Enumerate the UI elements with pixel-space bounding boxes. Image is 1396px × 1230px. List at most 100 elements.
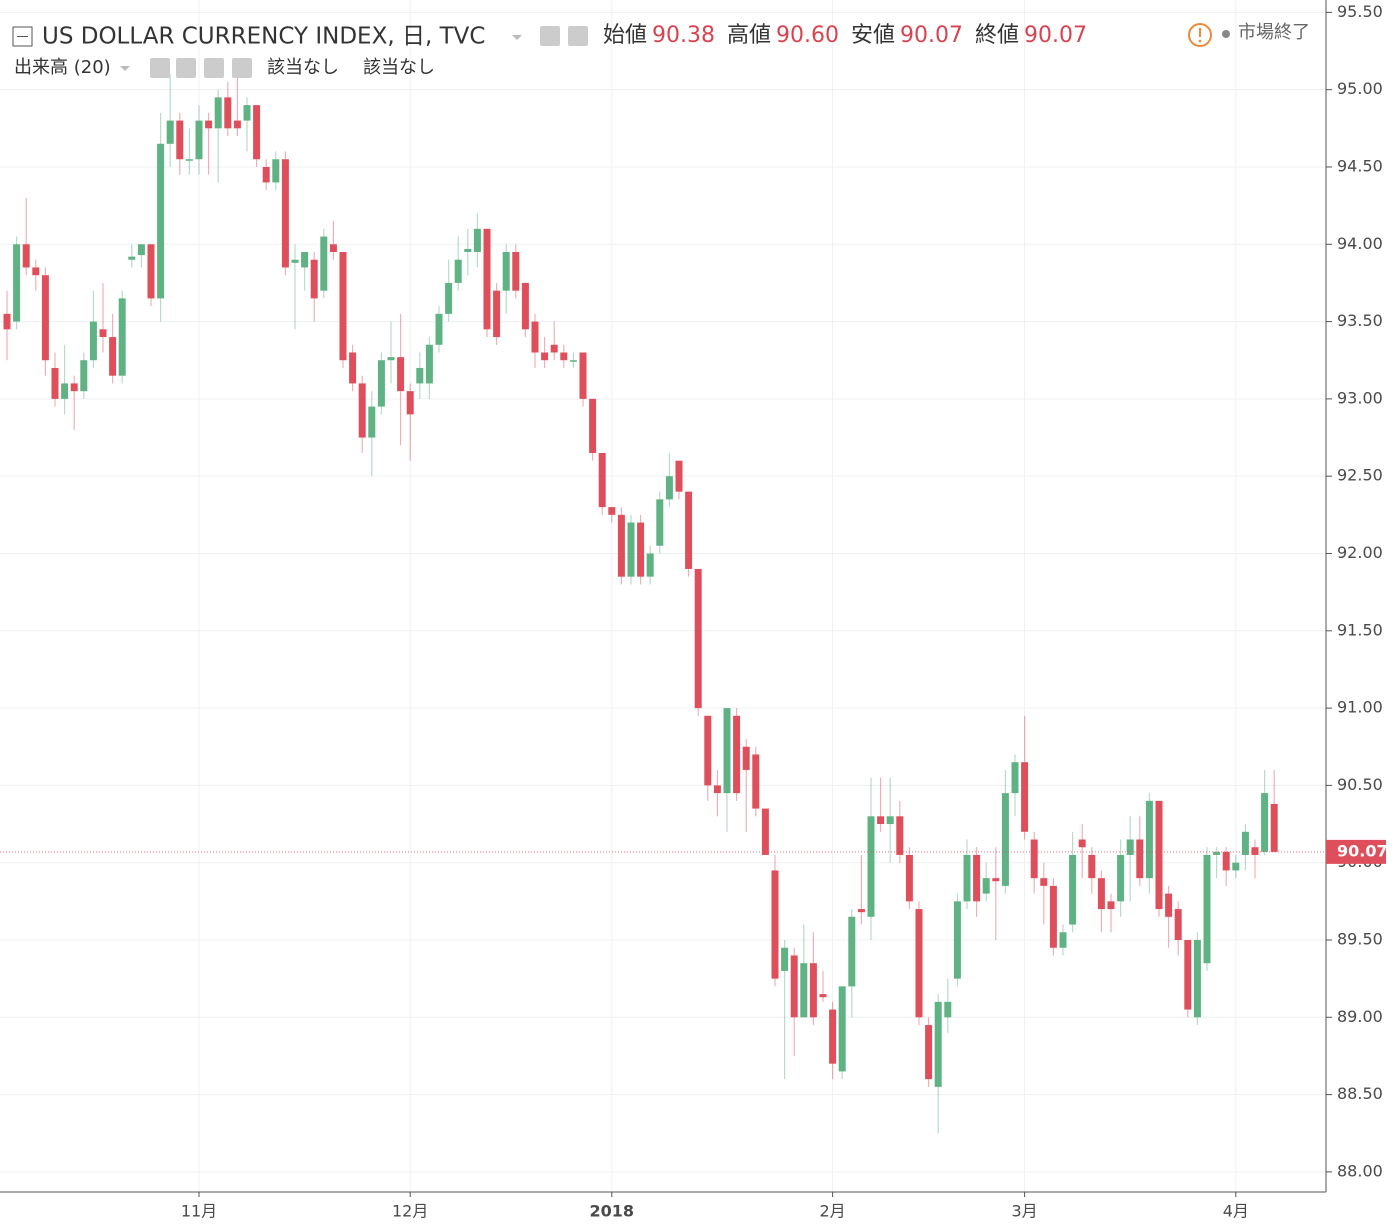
candle-body	[704, 715, 712, 786]
candle-body	[435, 313, 443, 345]
y-tick-label: 92.00	[1337, 543, 1383, 562]
candle-body	[1232, 862, 1240, 871]
close-icon[interactable]	[232, 58, 252, 78]
candle-body	[541, 352, 549, 361]
candle-body	[41, 275, 49, 361]
candle-body	[387, 357, 395, 361]
candle-body	[579, 352, 587, 399]
candle-body	[656, 499, 664, 546]
candle-body	[272, 159, 280, 183]
status-dot	[1222, 30, 1230, 38]
candle-body	[243, 105, 251, 121]
open-value: 90.38	[652, 23, 715, 48]
candle-body	[953, 901, 961, 979]
low-label: 安値	[851, 23, 895, 48]
candle-body	[1011, 762, 1019, 794]
candle-body	[598, 452, 606, 508]
candle-body	[963, 854, 971, 902]
candle-body	[493, 290, 501, 338]
candle-body	[877, 816, 885, 825]
open-label: 始値	[603, 23, 647, 48]
candle-body	[397, 357, 405, 392]
candle-body	[128, 256, 136, 260]
collapse-icon[interactable]	[12, 26, 33, 47]
candle-body	[118, 298, 126, 376]
y-tick-label: 91.50	[1337, 620, 1383, 639]
candle-body	[1174, 909, 1182, 940]
y-tick-label: 88.50	[1337, 1084, 1383, 1103]
y-tick-label: 95.50	[1337, 2, 1383, 21]
candle-body	[320, 236, 328, 291]
candle-body	[1136, 839, 1144, 879]
y-tick-label: 95.00	[1337, 79, 1383, 98]
candle-body	[473, 228, 481, 253]
candle-body	[829, 1009, 837, 1064]
candle-body	[454, 259, 462, 283]
chart-title: US DOLLAR CURRENCY INDEX, 日, TVC	[42, 24, 485, 50]
candle-body	[1184, 939, 1192, 1010]
candle-body	[838, 986, 846, 1072]
y-tick-label: 91.00	[1337, 698, 1383, 717]
y-tick-label: 93.50	[1337, 311, 1383, 330]
candles	[3, 74, 1278, 1134]
dropdown-arrow[interactable]	[512, 35, 522, 40]
eye-icon[interactable]	[150, 58, 170, 78]
candle-body	[1001, 793, 1009, 886]
add-icon[interactable]	[204, 58, 224, 78]
candle-body	[982, 878, 990, 894]
candle-body	[512, 252, 520, 291]
candle-body	[665, 476, 673, 500]
candle-body	[99, 329, 107, 338]
candle-body	[502, 252, 510, 291]
candle-body	[22, 244, 30, 268]
candle-body	[13, 244, 21, 322]
candle-body	[1097, 878, 1105, 910]
x-tick-label: 2018	[590, 1202, 635, 1221]
candle-body	[1088, 854, 1096, 879]
alert-icon[interactable]	[1188, 23, 1212, 47]
candle-body	[137, 244, 145, 256]
candle-body	[617, 514, 625, 577]
y-tick-label: 90.50	[1337, 775, 1383, 794]
candle-body	[819, 994, 827, 998]
candle-body	[1040, 878, 1048, 886]
candle-body	[1261, 793, 1269, 852]
candle-body	[521, 282, 529, 330]
eye-icon[interactable]	[540, 26, 560, 46]
alert-icon-bar	[1199, 28, 1201, 37]
settings-icon[interactable]	[176, 58, 196, 78]
x-tick-label: 3月	[1012, 1202, 1038, 1221]
candle-body	[733, 715, 741, 794]
settings-icon[interactable]	[568, 26, 588, 46]
candle-body	[771, 870, 779, 979]
candle-body	[291, 259, 299, 263]
candle-body	[637, 522, 645, 577]
candle-body	[301, 252, 309, 268]
candle-body	[531, 321, 539, 353]
volume-label: 出来高 (20)	[14, 57, 111, 78]
candle-body	[51, 367, 59, 399]
candle-body	[80, 360, 88, 392]
candle-body	[646, 553, 654, 577]
candle-body	[349, 352, 357, 384]
candle-body	[1270, 803, 1278, 852]
candle-body	[1251, 847, 1259, 855]
candle-body	[233, 120, 241, 129]
candle-body	[406, 391, 414, 415]
candle-body	[185, 159, 193, 161]
candle-body	[214, 97, 222, 129]
candle-body	[550, 344, 558, 353]
high-value: 90.60	[776, 23, 839, 48]
candle-body	[761, 808, 769, 855]
candle-body	[1241, 831, 1249, 855]
dropdown-arrow[interactable]	[120, 66, 130, 71]
candle-body	[70, 383, 78, 392]
candle-body	[752, 754, 760, 809]
candle-body	[368, 406, 376, 438]
candle-body	[224, 97, 232, 129]
candle-body	[867, 816, 875, 917]
candle-body	[377, 360, 385, 407]
candle-body	[809, 963, 817, 1018]
candle-body	[1069, 854, 1077, 925]
candle-body	[253, 105, 261, 160]
